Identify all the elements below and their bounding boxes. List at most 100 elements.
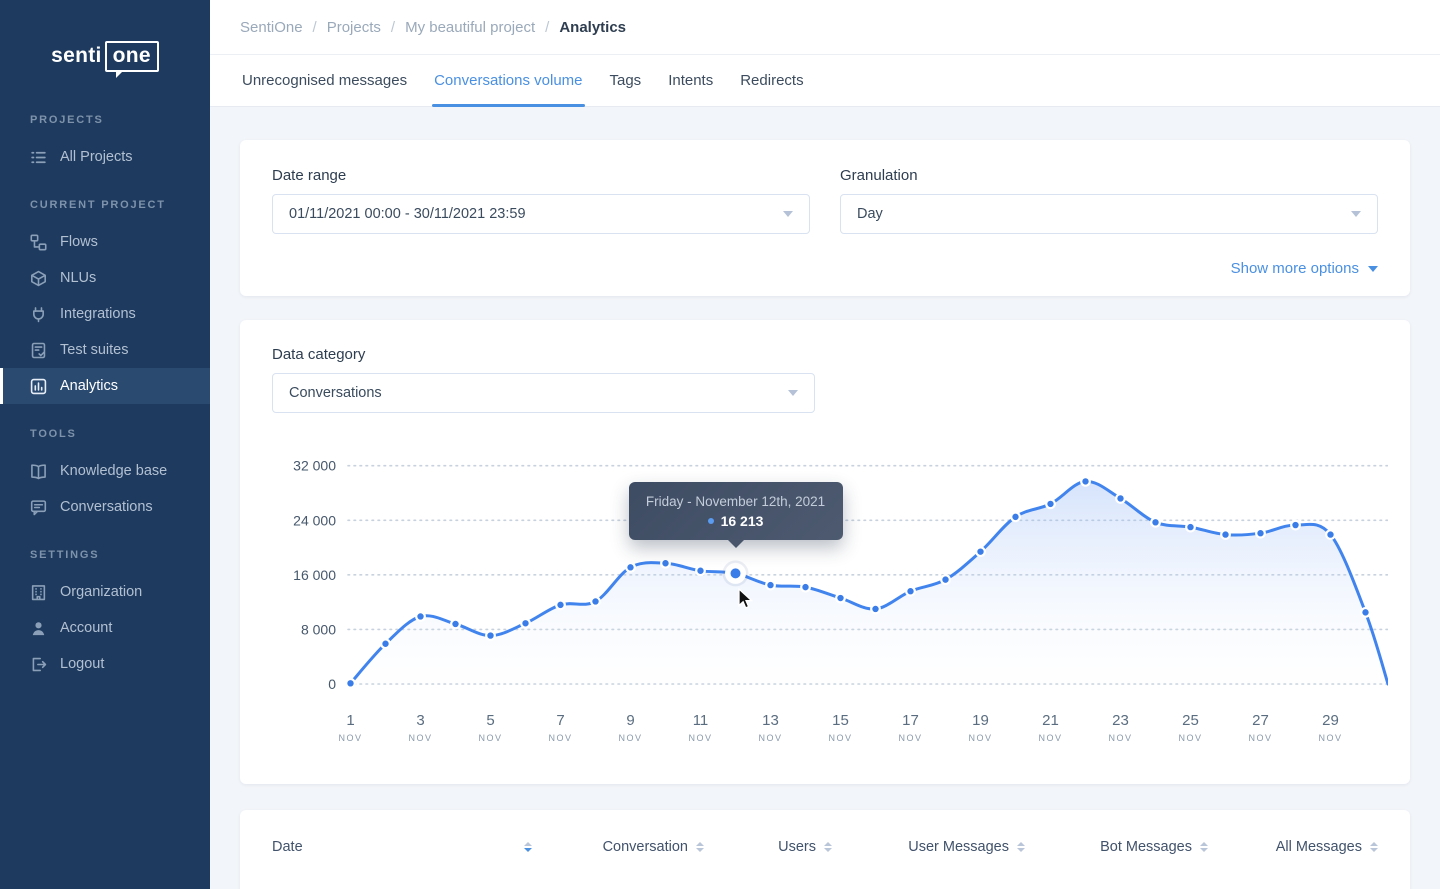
chart-point[interactable] <box>905 585 916 597</box>
chart-point[interactable] <box>1255 527 1266 539</box>
x-axis-month-label: NOV <box>828 733 852 743</box>
y-axis-label: 24 000 <box>293 512 336 528</box>
chart-point[interactable] <box>870 603 881 615</box>
chart-point[interactable] <box>1045 498 1056 510</box>
section-label-current-project: CURRENT PROJECT <box>30 199 166 211</box>
chart-point[interactable] <box>800 581 811 593</box>
chart-point[interactable] <box>1115 493 1126 504</box>
breadcrumb-item-sentione[interactable]: SentiOne <box>240 18 303 36</box>
section-label-settings: SETTINGS <box>30 549 100 561</box>
chart-point[interactable] <box>1290 519 1301 531</box>
sidebar-item-label: Logout <box>60 656 105 672</box>
chart-point[interactable] <box>1360 606 1371 618</box>
tooltip-date: Friday - November 12th, 2021 <box>645 493 826 509</box>
sidebar-section-projects: PROJECTS All Projects <box>0 114 210 175</box>
chart-point[interactable] <box>415 611 426 622</box>
chart-point[interactable] <box>590 596 601 607</box>
x-axis-day-label: 19 <box>972 712 989 729</box>
x-axis-month-label: NOV <box>478 733 502 743</box>
sentione-logo: senti one <box>0 0 210 112</box>
column-header-conversation[interactable]: Conversation <box>532 839 704 855</box>
chart-point[interactable] <box>345 677 356 689</box>
data-category-label: Data category <box>272 346 366 363</box>
sidebar-item-analytics[interactable]: Analytics <box>0 368 210 404</box>
data-category-select[interactable]: Conversations <box>272 373 815 413</box>
logo-box: one <box>104 40 159 78</box>
breadcrumb: SentiOne / Projects / My beautiful proje… <box>210 0 1440 55</box>
sidebar-item-account[interactable]: Account <box>0 610 210 646</box>
tab-tags[interactable]: Tags <box>609 72 642 89</box>
tab-redirects[interactable]: Redirects <box>740 72 804 89</box>
chart-point[interactable] <box>1325 529 1336 541</box>
x-axis-day-label: 1 <box>346 712 354 729</box>
x-axis-day-label: 3 <box>416 712 424 729</box>
chart-point[interactable] <box>520 617 531 629</box>
sidebar-item-integrations[interactable]: Integrations <box>0 296 210 332</box>
date-range-select[interactable]: 01/11/2021 00:00 - 30/11/2021 23:59 <box>272 194 810 234</box>
chart-point[interactable] <box>380 638 391 650</box>
breadcrumb-item-projects[interactable]: Projects <box>326 18 381 36</box>
breadcrumb-item-project-name[interactable]: My beautiful project <box>405 18 536 36</box>
column-header-user-messages[interactable]: User Messages <box>832 839 1025 855</box>
sort-icon <box>524 842 532 852</box>
chart-point[interactable] <box>695 565 706 577</box>
chart-card: Data category Conversations 0 8 000 16 000… <box>240 320 1410 784</box>
x-axis-month-label: NOV <box>898 733 922 743</box>
x-axis-month-label: NOV <box>1038 733 1062 743</box>
column-header-users[interactable]: Users <box>704 839 832 855</box>
tab-conversations-volume[interactable]: Conversations volume <box>432 55 585 107</box>
x-axis-month-label: NOV <box>688 733 712 743</box>
logo-prefix: senti <box>51 44 102 67</box>
column-header-date[interactable]: Date <box>272 839 532 855</box>
flow-icon <box>30 233 47 251</box>
chart-point[interactable] <box>975 546 986 558</box>
chart-point[interactable] <box>765 579 776 591</box>
x-axis-month-label: NOV <box>1108 733 1132 743</box>
sidebar-item-organization[interactable]: Organization <box>0 574 210 610</box>
sidebar-item-knowledge-base[interactable]: Knowledge base <box>0 453 210 489</box>
chart-point[interactable] <box>1010 511 1021 523</box>
chart-tooltip: Friday - November 12th, 2021 16 213 <box>628 482 843 540</box>
chart-point[interactable] <box>660 557 671 569</box>
column-header-bot-messages[interactable]: Bot Messages <box>1025 839 1208 855</box>
sidebar-item-label: NLUs <box>60 270 97 286</box>
chart-point[interactable] <box>1150 516 1161 528</box>
show-more-options-link[interactable]: Show more options <box>272 258 1378 279</box>
bar-chart-icon <box>30 378 47 394</box>
tab-unrecognised-messages[interactable]: Unrecognised messages <box>242 72 408 89</box>
x-axis-day-label: 13 <box>762 712 779 729</box>
chart-point[interactable] <box>1220 529 1231 541</box>
chart-point[interactable] <box>625 561 636 573</box>
sidebar-item-flows[interactable]: Flows <box>0 224 210 260</box>
tab-intents[interactable]: Intents <box>668 72 714 89</box>
x-axis-month-label: NOV <box>758 733 782 743</box>
sidebar-item-conversations[interactable]: Conversations <box>0 489 210 525</box>
chart-point[interactable] <box>450 618 461 630</box>
x-axis-month-label: NOV <box>1248 733 1272 743</box>
sort-icon <box>1017 842 1025 852</box>
chart-point[interactable] <box>1080 475 1091 487</box>
section-label-projects: PROJECTS <box>30 114 104 126</box>
breadcrumb-separator: / <box>390 18 396 36</box>
x-axis-day-label: 25 <box>1182 712 1199 729</box>
chart-point[interactable] <box>555 599 566 611</box>
chart-point[interactable] <box>835 592 846 604</box>
chart-point[interactable] <box>1185 521 1196 533</box>
volume-line-chart[interactable]: 0 8 000 16 000 24 000 32 000 1 NOV 3 NOV 5 NOV 7 NOV… <box>272 447 1388 752</box>
sidebar-item-label: Analytics <box>60 378 119 394</box>
sidebar-item-logout[interactable]: Logout <box>0 646 210 682</box>
page-content: Date range 01/11/2021 00:00 - 30/11/2021… <box>210 107 1440 889</box>
chart-point[interactable] <box>940 574 951 586</box>
conversations-volume-chart[interactable]: 0 8 000 16 000 24 000 32 000 1 NOV 3 NOV 5 NOV 7 NOV… <box>272 447 1388 752</box>
column-header-all-messages[interactable]: All Messages <box>1208 839 1378 855</box>
x-axis-month-label: NOV <box>1318 733 1342 743</box>
sidebar-item-nlus[interactable]: NLUs <box>0 260 210 296</box>
logo-text: senti one <box>51 40 159 78</box>
sidebar-item-test-suites[interactable]: Test suites <box>0 332 210 368</box>
sidebar-item-all-projects[interactable]: All Projects <box>0 139 210 175</box>
granulation-select[interactable]: Day <box>840 194 1378 234</box>
data-category-field: Data category Conversations <box>272 346 815 413</box>
chart-point-active[interactable] <box>730 568 741 579</box>
x-axis-month-label: NOV <box>338 733 362 743</box>
chart-point[interactable] <box>485 630 496 641</box>
